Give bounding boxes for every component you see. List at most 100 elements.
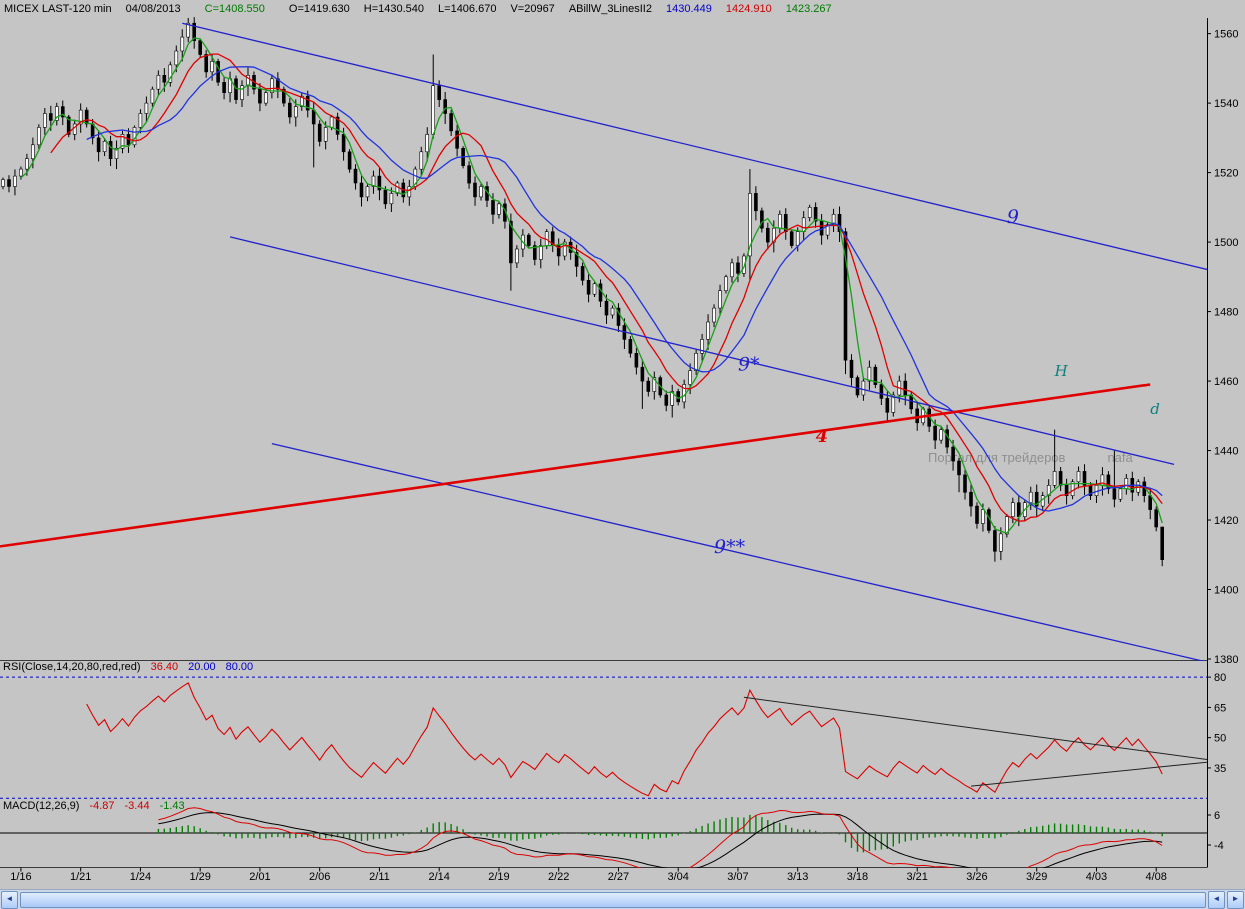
candle-body [760, 210, 764, 229]
trendline-channel-9-dstar [271, 442, 1206, 661]
candle-body [837, 214, 842, 233]
candle-body [210, 61, 214, 73]
trendline-channel-9 [182, 22, 1207, 271]
candle-body [562, 241, 567, 257]
candle-body [951, 446, 955, 462]
candle-body [78, 109, 83, 125]
candle-body [664, 394, 669, 406]
candle-body [1034, 491, 1039, 507]
candle-body [317, 123, 322, 142]
scroll-right-button[interactable]: ► [1227, 890, 1244, 909]
candle-body [1094, 484, 1099, 496]
candle-body [861, 380, 866, 396]
candle-body [736, 262, 740, 274]
price-pane[interactable] [0, 17, 1216, 664]
annotation-wave-9-star: 9* [738, 354, 760, 376]
date-tick-label: 3/18 [846, 871, 869, 883]
candle-body [993, 530, 997, 552]
candle-body [281, 88, 286, 104]
candle-body [1124, 477, 1129, 489]
date-tick-label: 3/07 [727, 871, 749, 883]
macd-pane-header: MACD(12,26,9) -4.87 -3.44 -1.43 [3, 800, 185, 812]
date-tick-label: 2/01 [249, 871, 271, 883]
watermark-text-right: nafa [1107, 450, 1133, 465]
candle-body [311, 109, 316, 125]
trendline-channel-9-star [229, 236, 1175, 466]
rsi-pane[interactable] [86, 682, 1210, 797]
candle-body [646, 380, 651, 392]
candle-body [186, 22, 190, 38]
trendline-support-4 [0, 383, 1151, 548]
macd-hist-value: -1.43 [159, 800, 185, 812]
date-tick-label: 2/06 [308, 871, 331, 883]
candle-body [1064, 484, 1069, 496]
macd-line [158, 807, 1163, 868]
candle-body [873, 366, 878, 385]
candle-body [1160, 526, 1164, 561]
candle-body [377, 175, 382, 191]
candle-body [891, 394, 896, 413]
macd-tick-label: 6 [1214, 810, 1220, 822]
candle-body [1004, 516, 1009, 535]
candle-body [335, 116, 340, 135]
candle-body [419, 151, 424, 170]
rsi-tick-label: 35 [1214, 763, 1226, 775]
macd-signal-value: -3.44 [124, 800, 150, 812]
candle-body [610, 307, 615, 316]
chart-surface[interactable]: 1560 1540 1520 1500 1480 1460 1440 1420 1400 1380… [0, 0, 1245, 888]
candle-body [969, 491, 973, 507]
date-tick-label: 3/26 [966, 871, 988, 883]
high-value: H=1430.540 [363, 3, 425, 15]
horizontal-scrollbar[interactable]: ◄ ◄ ► [0, 889, 1245, 909]
candle-body [831, 214, 836, 226]
price-tick-label: 1440 [1214, 446, 1238, 458]
ma-fast-value: 1423.267 [785, 3, 832, 15]
date-tick-label: 3/13 [786, 871, 809, 883]
date-tick-label: 2/22 [547, 871, 570, 883]
candle-body [825, 224, 830, 236]
candle-body [1046, 484, 1051, 496]
candle-body [120, 134, 125, 149]
date-tick-label: 3/29 [1025, 871, 1048, 883]
candle-body [491, 200, 495, 215]
scrollbar-thumb[interactable] [20, 891, 1206, 908]
candle-body [580, 266, 585, 281]
candle-body [174, 50, 179, 66]
macd-pane[interactable] [0, 807, 1207, 879]
macd-tick-label: -4 [1214, 840, 1224, 852]
candle-body [849, 359, 854, 378]
candle-body [999, 533, 1003, 552]
candle-body [264, 92, 268, 104]
candle-body [198, 40, 202, 55]
ma-line-slow [86, 66, 1163, 512]
price-tick-label: 1540 [1214, 98, 1238, 110]
rsi-lower-wedge [970, 761, 1207, 787]
price-tick-label: 1520 [1214, 168, 1238, 180]
candle-body [305, 95, 310, 111]
scrollbar-track[interactable] [20, 891, 1206, 909]
candle-body [431, 85, 436, 135]
scroll-page-left-button[interactable]: ◄ [1208, 890, 1225, 909]
candle-body [813, 207, 818, 222]
annotation-point-d: d [1150, 400, 1160, 418]
candle-body [700, 339, 704, 354]
candle-body [60, 106, 65, 118]
date-tick-label: 1/29 [189, 871, 211, 883]
candle-body [240, 85, 244, 100]
candle-body [413, 168, 418, 187]
candle-body [276, 78, 280, 90]
candle-body [586, 279, 591, 295]
date-label: 04/08/2013 [125, 3, 181, 15]
rsi-tick-label: 80 [1214, 672, 1226, 684]
rsi-tick-label: 50 [1214, 733, 1226, 745]
candle-body [1118, 488, 1123, 500]
date-tick-label: 2/11 [369, 871, 390, 883]
close-value: C=1408.550 [204, 3, 265, 15]
candle-body [592, 283, 597, 295]
scroll-left-button[interactable]: ◄ [1, 890, 18, 909]
candle-body [807, 207, 812, 219]
ma-slow-value: 1430.449 [665, 3, 712, 15]
candle-body [425, 134, 430, 153]
candle-body [299, 95, 304, 107]
